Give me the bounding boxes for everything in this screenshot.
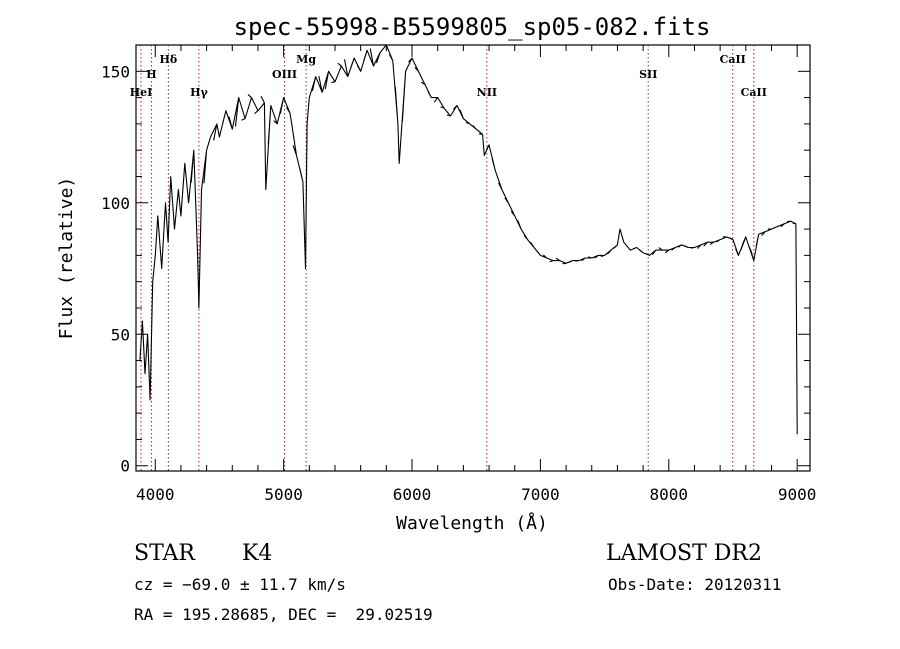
chart-title: spec-55998-B5599805_sp05-082.fits	[234, 13, 711, 41]
spectral-line-label: Hγ	[190, 86, 208, 99]
x-tick-label: 4000	[136, 485, 175, 504]
x-tick-label: 6000	[393, 485, 432, 504]
x-axis-label: Wavelength (Å)	[396, 512, 548, 534]
x-tick-label: 8000	[650, 485, 689, 504]
spectral-line-label: CaII	[720, 53, 746, 66]
x-tick-label: 7000	[521, 485, 560, 504]
redshift-cz: cz = −69.0 ± 11.7 km/s	[134, 575, 346, 594]
x-tick-label: 5000	[264, 485, 303, 504]
object-subclass: K4	[242, 541, 272, 566]
y-tick-label: 100	[101, 194, 130, 213]
spectral-line-label: HeI	[130, 86, 153, 99]
spectral-line-label: OIII	[272, 68, 297, 81]
obs-date: Obs-Date: 20120311	[608, 575, 781, 594]
y-axis-label: Flux (relative)	[56, 177, 77, 340]
y-tick-label: 0	[120, 457, 130, 476]
x-tick-labels: 4000 5000 6000 7000 8000 9000	[136, 485, 816, 504]
spectral-line-label: Hδ	[159, 53, 177, 66]
spectral-line-label: NII	[477, 86, 497, 99]
spectral-line-label: CaII	[741, 86, 767, 99]
y-tick-labels: 0 50 100 150	[101, 62, 130, 475]
spectrum-line	[139, 44, 798, 435]
y-tick-label: 150	[101, 62, 130, 81]
spectrum-series	[139, 44, 798, 435]
survey-name: LAMOST DR2	[606, 541, 762, 566]
spectral-line-label: Mg	[296, 53, 316, 66]
spectral-line-label: SII	[639, 68, 657, 81]
spectral-line-label: H	[146, 68, 156, 81]
y-tick-label: 50	[111, 325, 130, 344]
spectral-line-markers	[140, 45, 755, 471]
x-tick-label: 9000	[778, 485, 817, 504]
axis-ticks	[136, 44, 810, 471]
spectral-line-labels: HeI HHδ Hγ OIII Mg NII SII CaII CaII	[130, 53, 767, 99]
object-class: STAR	[134, 541, 196, 566]
coordinates: RA = 195.28685, DEC = 29.02519	[134, 605, 433, 624]
plot-frame	[135, 44, 811, 472]
